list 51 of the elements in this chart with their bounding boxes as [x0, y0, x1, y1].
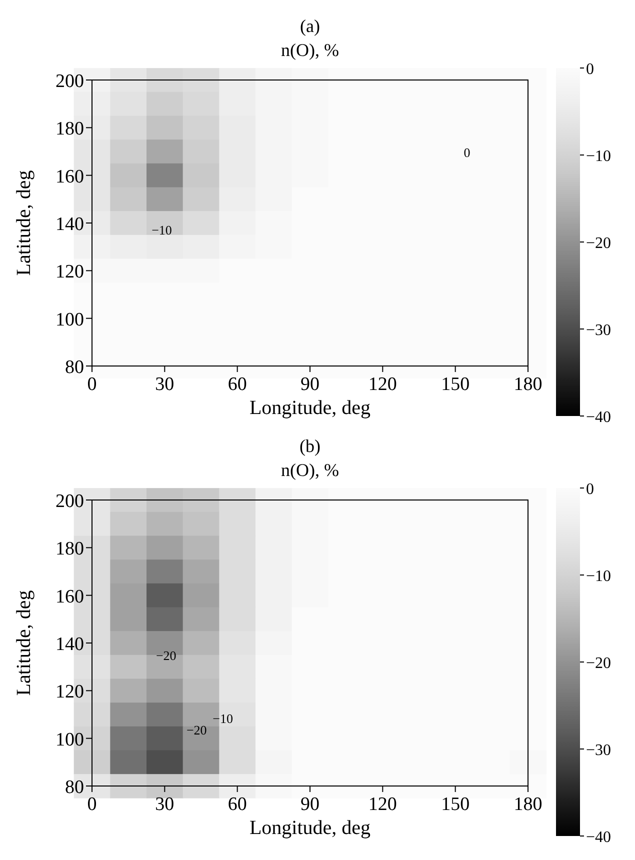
y-tick-label: 200 — [56, 491, 84, 512]
color-bar-label: 0 — [586, 61, 594, 78]
y-tick-label: 120 — [56, 682, 84, 703]
x-tick-label: 120 — [368, 374, 397, 395]
y-tick-label: 80 — [65, 777, 84, 798]
chart-title: (b) — [300, 436, 320, 456]
color-bar-label: −30 — [586, 322, 612, 339]
color-bar-label: −10 — [586, 148, 612, 165]
x-tick-label: 150 — [441, 794, 470, 815]
y-tick-label: 180 — [56, 538, 84, 560]
annotation: 0 — [464, 145, 470, 160]
y-tick-label: 160 — [56, 586, 84, 608]
color-bar-label: −30 — [586, 742, 612, 759]
x-tick-label: 60 — [228, 374, 247, 395]
color-bar-label: −10 — [586, 568, 612, 585]
y-tick-label: 200 — [56, 71, 84, 92]
x-tick-label: 30 — [155, 374, 174, 395]
x-tick-label: 90 — [300, 374, 320, 395]
x-axis-title: Longitude, deg — [249, 397, 371, 419]
y-tick-label: 100 — [56, 309, 84, 330]
annotation: −10 — [152, 222, 172, 238]
x-tick-label: 90 — [300, 794, 320, 815]
chart-title: (a) — [300, 16, 320, 36]
y-tick-label: 80 — [65, 357, 84, 378]
x-tick-label: 0 — [87, 374, 97, 395]
y-tick-label: 100 — [56, 729, 84, 750]
y-tick-label: 120 — [56, 262, 84, 283]
x-tick-label: 150 — [441, 374, 470, 395]
y-tick-label: 140 — [56, 214, 84, 235]
x-tick-label: 30 — [155, 794, 174, 815]
color-bar-label: −40 — [586, 829, 612, 846]
chart-subtitle: n(O), % — [281, 460, 339, 480]
annotation: −20 — [186, 722, 207, 738]
color-bar-label: −20 — [586, 235, 612, 252]
annotation: −10 — [212, 711, 233, 726]
color-bar-label: 0 — [586, 481, 594, 498]
color-bar-label: −40 — [586, 409, 612, 426]
chart-subtitle: n(O), % — [281, 40, 339, 60]
x-tick-label: 180 — [514, 374, 542, 395]
y-tick-label: 140 — [56, 634, 84, 655]
annotation: −20 — [156, 648, 176, 664]
y-tick-label: 180 — [56, 118, 84, 140]
y-axis-title: Latitude, deg — [13, 170, 35, 276]
x-tick-label: 120 — [368, 794, 397, 815]
x-tick-label: 60 — [228, 794, 247, 815]
x-axis-title: Longitude, deg — [249, 817, 371, 839]
x-tick-label: 180 — [514, 794, 542, 815]
y-axis-title: Latitude, deg — [13, 590, 35, 696]
y-tick-label: 160 — [56, 166, 84, 188]
x-tick-label: 0 — [87, 794, 97, 815]
color-bar-label: −20 — [586, 655, 612, 672]
